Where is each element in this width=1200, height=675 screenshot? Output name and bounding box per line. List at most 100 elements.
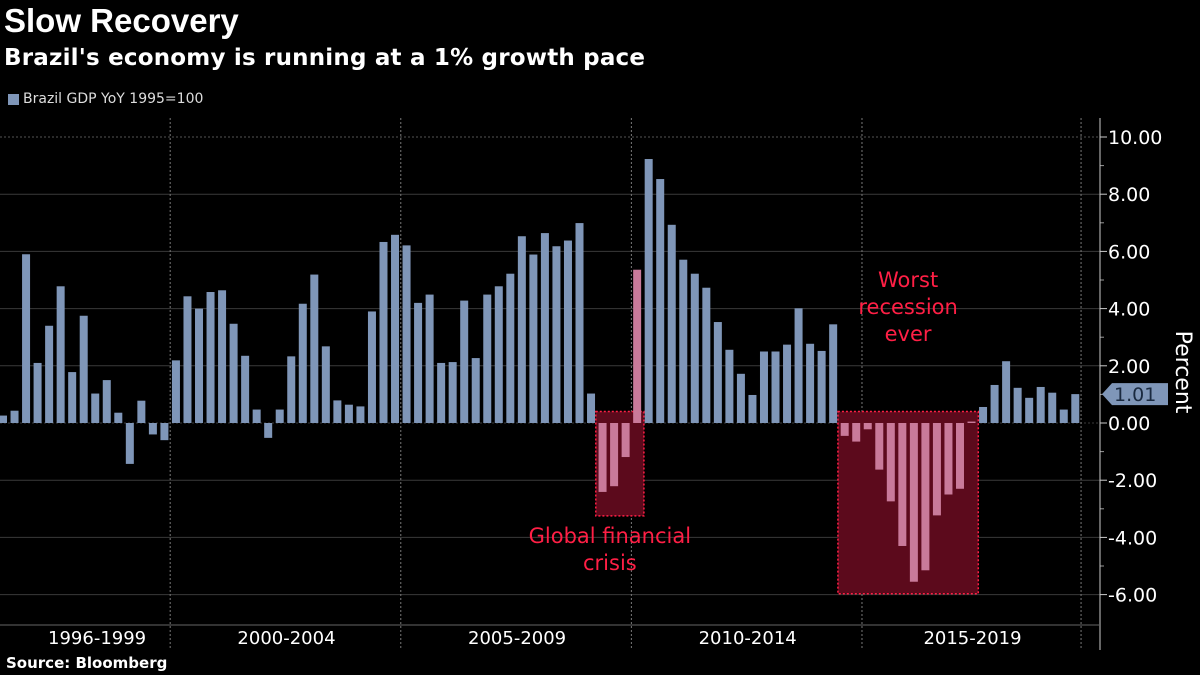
bar	[748, 394, 757, 423]
bar	[794, 308, 803, 423]
bar	[391, 234, 400, 423]
legend-swatch	[8, 93, 19, 105]
bar	[563, 240, 572, 423]
y-tick-label: -4.00	[1108, 527, 1157, 549]
bar	[298, 303, 307, 423]
annotation-text: Global financial	[529, 524, 691, 548]
bar	[79, 315, 88, 423]
bar	[148, 423, 157, 435]
bar	[494, 286, 503, 423]
bar	[22, 254, 31, 423]
bar	[264, 423, 273, 438]
bar	[414, 302, 423, 423]
bar	[979, 406, 988, 423]
bar	[517, 236, 526, 423]
annotation-text: ever	[885, 322, 932, 346]
last-value-label: 1.01	[1114, 384, 1156, 406]
bar	[783, 344, 792, 423]
annotation-text: crisis	[583, 551, 637, 575]
bar	[598, 423, 607, 492]
y-tick-label: 10.00	[1108, 127, 1162, 149]
bar	[552, 246, 561, 423]
bar	[840, 423, 849, 436]
bar	[955, 423, 964, 489]
y-tick-label: -6.00	[1108, 585, 1157, 607]
bar	[1071, 394, 1080, 423]
bar	[829, 324, 838, 423]
bar	[759, 351, 768, 423]
bar	[356, 406, 365, 423]
bar	[1059, 409, 1068, 423]
annotation-text: Worst	[878, 268, 938, 292]
bar	[1002, 361, 1011, 423]
bar	[990, 384, 999, 423]
bar	[425, 294, 434, 423]
x-group-label: 2005-2009	[468, 628, 566, 649]
legend: Brazil GDP YoY 1995=100	[8, 91, 203, 107]
bar	[68, 372, 77, 423]
bar	[679, 259, 688, 423]
bar	[633, 269, 642, 423]
bar	[241, 355, 250, 423]
bar	[817, 350, 826, 423]
bar	[886, 423, 895, 502]
bar	[125, 423, 134, 464]
bar	[875, 423, 884, 470]
bar	[806, 343, 815, 423]
bar	[344, 404, 353, 423]
bar	[529, 254, 538, 423]
bar	[863, 423, 872, 430]
bar	[45, 325, 54, 423]
bar	[310, 274, 319, 423]
annotation-text: recession	[858, 295, 957, 319]
annotation-box	[837, 410, 980, 595]
bar	[725, 349, 734, 423]
bar	[610, 423, 619, 487]
y-tick-label: 2.00	[1108, 356, 1150, 378]
bar	[0, 415, 7, 423]
bar	[33, 362, 42, 423]
x-group-label: 1996-1999	[48, 628, 146, 649]
bar	[506, 273, 515, 423]
bar	[402, 245, 411, 423]
y-tick-label: 6.00	[1108, 241, 1150, 263]
bar	[114, 412, 123, 423]
bar	[437, 362, 446, 423]
bar	[540, 233, 549, 423]
bar	[713, 322, 722, 423]
source-note: Source: Bloomberg	[6, 654, 168, 672]
x-group-label: 2000-2004	[237, 628, 335, 649]
bar	[944, 423, 953, 495]
bar	[471, 358, 480, 423]
bar	[460, 300, 469, 423]
bar	[287, 356, 296, 423]
x-group-label: 2015-2019	[923, 628, 1021, 649]
y-tick-label: 0.00	[1108, 413, 1150, 435]
last-value-tag	[1102, 383, 1168, 406]
bar	[367, 311, 376, 423]
chart-subtitle: Brazil's economy is running at a 1% grow…	[4, 45, 646, 71]
bar	[932, 423, 941, 516]
bar	[667, 224, 676, 423]
bar	[160, 423, 169, 441]
bar	[587, 393, 596, 423]
y-tick-label: 8.00	[1108, 184, 1150, 206]
bar	[206, 292, 215, 423]
bar	[275, 409, 284, 423]
legend-label: Brazil GDP YoY 1995=100	[23, 91, 204, 107]
bar	[10, 410, 19, 423]
bar	[91, 393, 100, 423]
bar	[483, 294, 492, 423]
bar	[379, 241, 388, 423]
bar	[852, 423, 861, 442]
bar	[171, 360, 180, 423]
bar	[229, 323, 238, 423]
bar	[137, 400, 146, 423]
bar	[736, 373, 745, 423]
bar	[448, 362, 457, 423]
bar	[909, 423, 918, 582]
x-group-label: 2010-2014	[699, 628, 797, 649]
bar	[1025, 397, 1034, 423]
bar	[644, 159, 653, 423]
